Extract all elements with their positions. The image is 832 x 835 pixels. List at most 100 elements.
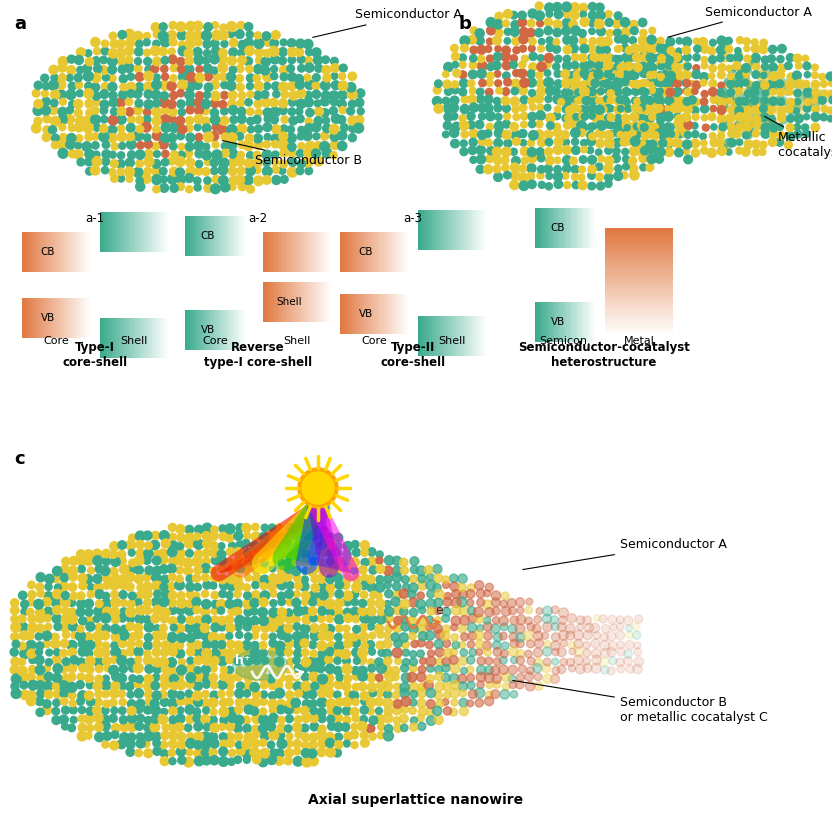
- Circle shape: [151, 615, 160, 623]
- Circle shape: [552, 633, 560, 641]
- Circle shape: [168, 617, 177, 625]
- Bar: [196, 216, 197, 256]
- Circle shape: [499, 632, 508, 640]
- Circle shape: [710, 138, 719, 147]
- Circle shape: [84, 549, 93, 559]
- Circle shape: [731, 99, 740, 107]
- Circle shape: [617, 46, 622, 52]
- Circle shape: [510, 27, 519, 37]
- Circle shape: [815, 94, 824, 103]
- Circle shape: [474, 580, 483, 590]
- Circle shape: [185, 623, 194, 632]
- Circle shape: [632, 664, 642, 674]
- Circle shape: [795, 95, 801, 102]
- Circle shape: [68, 149, 77, 158]
- Circle shape: [195, 106, 203, 114]
- Circle shape: [228, 607, 236, 615]
- Circle shape: [708, 47, 716, 55]
- Circle shape: [312, 82, 320, 89]
- Circle shape: [228, 141, 236, 149]
- Circle shape: [821, 89, 829, 96]
- Text: CB: CB: [551, 223, 565, 233]
- Circle shape: [226, 690, 234, 697]
- Bar: [115, 212, 116, 252]
- Circle shape: [751, 53, 760, 63]
- Bar: [565, 208, 567, 248]
- Circle shape: [476, 589, 485, 598]
- Circle shape: [296, 99, 305, 109]
- Circle shape: [241, 564, 250, 574]
- Circle shape: [42, 98, 50, 106]
- Circle shape: [343, 574, 352, 583]
- Bar: [134, 318, 136, 358]
- Bar: [541, 302, 542, 342]
- Circle shape: [493, 681, 501, 688]
- Circle shape: [125, 572, 135, 582]
- Circle shape: [469, 649, 477, 656]
- Circle shape: [227, 124, 237, 134]
- Circle shape: [319, 142, 329, 151]
- Bar: [605, 228, 673, 230]
- Circle shape: [210, 691, 219, 700]
- Circle shape: [62, 557, 70, 565]
- Circle shape: [246, 83, 254, 89]
- Circle shape: [284, 664, 293, 673]
- Circle shape: [740, 116, 746, 123]
- Circle shape: [227, 30, 235, 38]
- Circle shape: [467, 599, 473, 606]
- Circle shape: [127, 116, 136, 124]
- Circle shape: [718, 127, 725, 134]
- Bar: [72, 298, 74, 338]
- Bar: [477, 210, 478, 250]
- Bar: [146, 318, 147, 358]
- Circle shape: [444, 113, 453, 121]
- Circle shape: [508, 676, 516, 683]
- Circle shape: [110, 580, 119, 590]
- Bar: [52, 298, 53, 338]
- Circle shape: [617, 105, 624, 112]
- Circle shape: [751, 58, 760, 65]
- Circle shape: [293, 656, 300, 664]
- Circle shape: [761, 124, 770, 132]
- Circle shape: [192, 592, 200, 600]
- Circle shape: [486, 18, 496, 27]
- Circle shape: [77, 557, 86, 565]
- Circle shape: [795, 97, 802, 104]
- Circle shape: [554, 157, 561, 164]
- Circle shape: [519, 104, 527, 111]
- Circle shape: [716, 139, 724, 146]
- Circle shape: [545, 139, 552, 146]
- Circle shape: [102, 549, 111, 558]
- Circle shape: [270, 55, 280, 64]
- Bar: [400, 294, 401, 334]
- Circle shape: [621, 78, 629, 86]
- Circle shape: [280, 39, 287, 46]
- Bar: [67, 298, 68, 338]
- Circle shape: [400, 567, 409, 574]
- Circle shape: [74, 109, 82, 117]
- Circle shape: [735, 107, 743, 114]
- Circle shape: [592, 649, 601, 658]
- Circle shape: [509, 681, 517, 689]
- Circle shape: [288, 73, 296, 81]
- Circle shape: [152, 117, 161, 125]
- Circle shape: [484, 665, 493, 675]
- Bar: [323, 232, 324, 272]
- Circle shape: [749, 86, 756, 94]
- Circle shape: [19, 630, 28, 640]
- Circle shape: [102, 676, 109, 682]
- Circle shape: [495, 114, 502, 120]
- Circle shape: [568, 665, 576, 672]
- Text: VB: VB: [41, 313, 55, 323]
- Circle shape: [459, 606, 469, 616]
- Circle shape: [61, 574, 68, 582]
- Circle shape: [813, 94, 820, 102]
- Circle shape: [11, 622, 21, 632]
- Circle shape: [252, 731, 260, 738]
- Circle shape: [176, 183, 185, 190]
- Circle shape: [746, 118, 755, 125]
- Bar: [208, 310, 209, 350]
- Bar: [481, 316, 482, 356]
- Circle shape: [383, 639, 392, 648]
- Circle shape: [337, 115, 346, 124]
